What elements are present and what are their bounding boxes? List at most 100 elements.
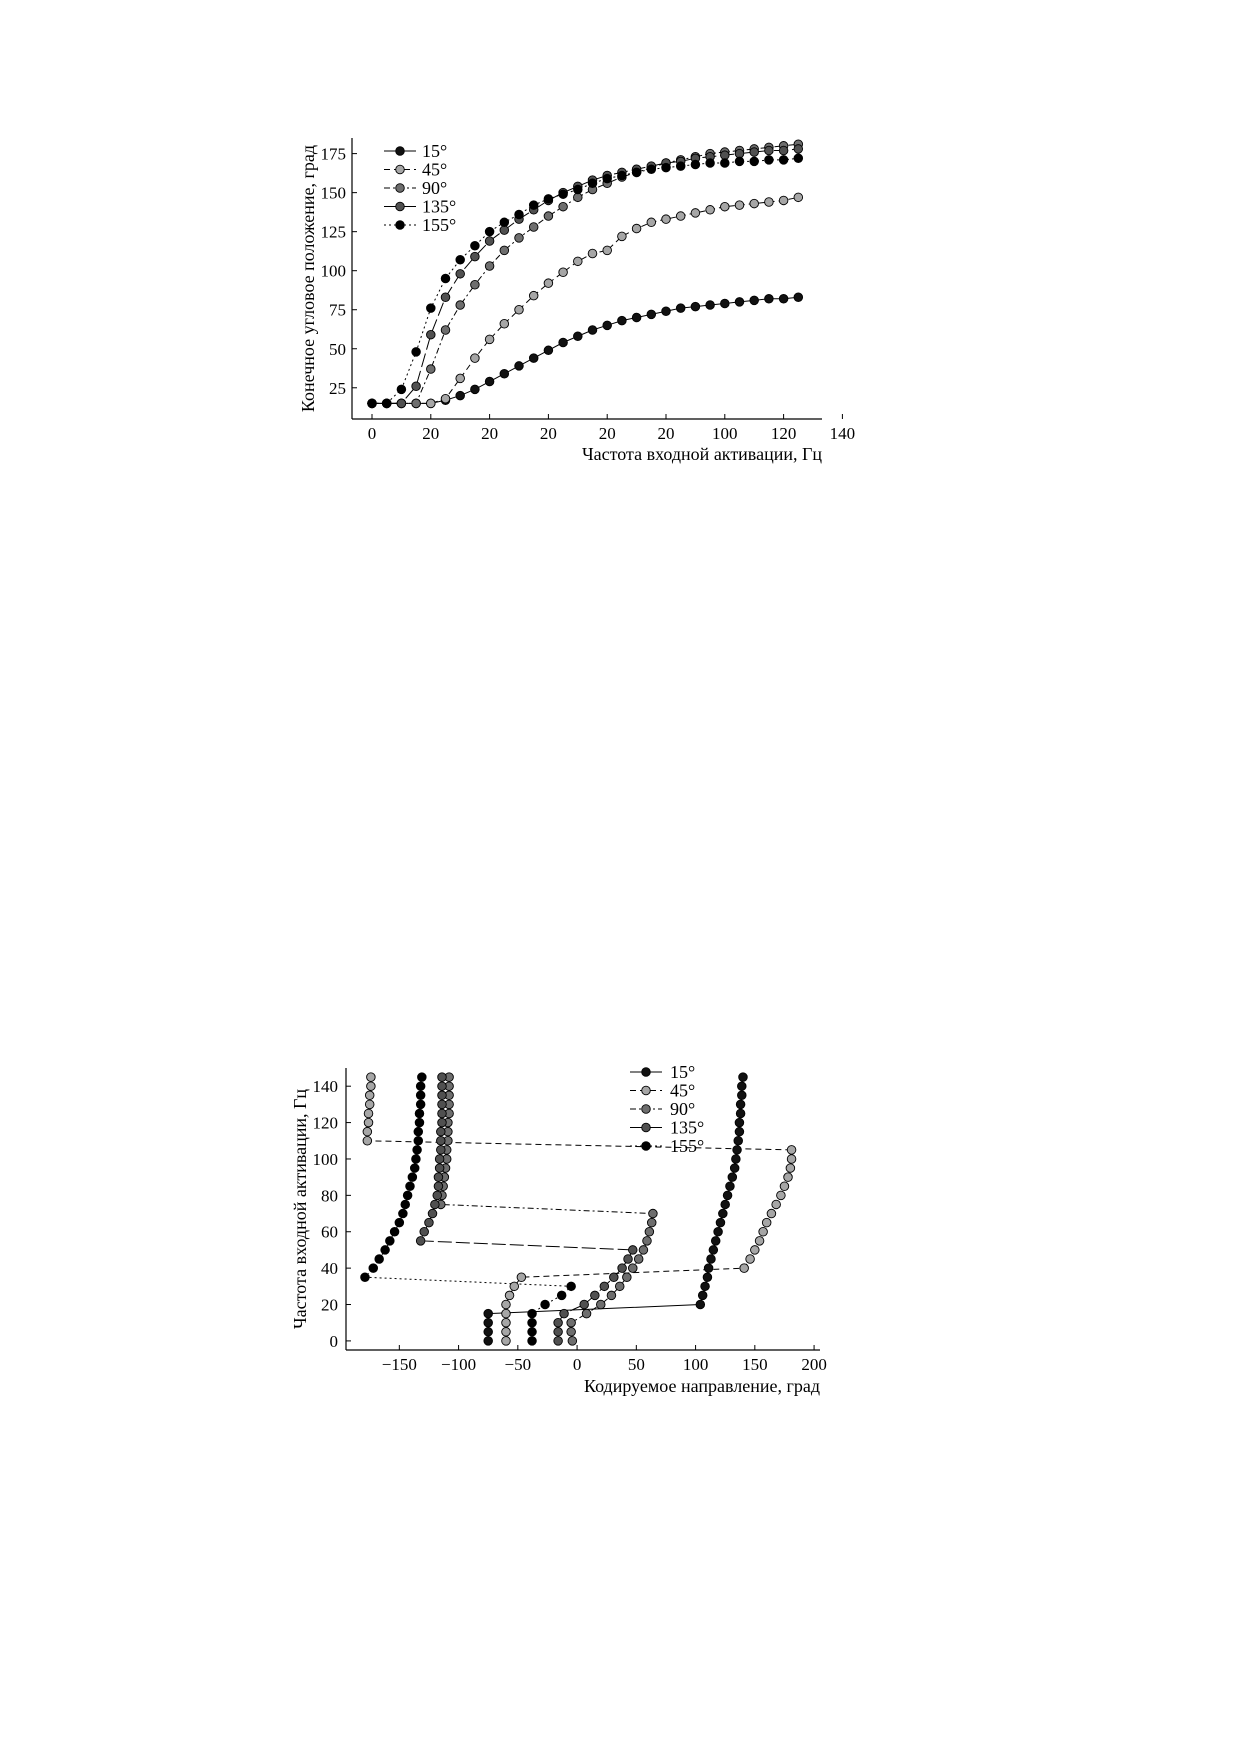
legend-label: 135° [670,1118,704,1138]
data-point [720,150,730,160]
data-point [749,198,759,209]
data-point [614,1281,625,1292]
data-point [514,304,524,315]
data-point [411,381,421,391]
data-point [623,1254,633,1264]
x-tick-label: 0 [573,1355,582,1374]
data-point [543,211,554,221]
data-point [558,189,568,199]
data-point [415,1081,426,1091]
data-point [543,345,554,356]
legend-marker [641,1141,651,1151]
data-point [731,1154,741,1164]
data-point [729,1163,740,1173]
legend: 15°45°90°135°155° [384,141,456,235]
data-point [484,261,495,271]
data-point [360,1272,370,1282]
series-points [367,139,804,409]
data-point [499,319,510,329]
x-tick-label: 20 [658,424,675,443]
data-point [426,398,436,409]
y-tick-label: 0 [330,1332,339,1351]
data-point [695,1299,706,1310]
data-point [432,1190,442,1201]
data-point [785,1163,796,1173]
legend-marker [395,201,405,212]
data-point [516,1272,527,1282]
x-tick-label: 100 [712,424,738,443]
data-point [434,1163,445,1173]
data-point [411,347,421,357]
data-point [437,1090,447,1101]
data-point [419,1226,429,1237]
data-point [501,1336,511,1346]
x-tick-label: −100 [441,1355,476,1374]
data-point [514,361,524,371]
y-tick-label: 80 [321,1186,338,1205]
data-point [734,1126,745,1137]
data-point [499,217,510,228]
data-point [587,248,598,259]
data-point [415,1236,426,1246]
data-point [436,1136,446,1146]
legend-marker [641,1104,651,1114]
data-point [710,1236,721,1246]
data-point [734,200,745,210]
data-point [646,217,657,228]
y-tick-label: 40 [321,1259,338,1278]
data-point [501,1299,511,1310]
data-point [737,1090,747,1101]
data-point [690,159,701,170]
x-axis-label: Кодируемое направление, град [584,1376,820,1396]
series-line-1 [366,1077,793,1341]
data-point [793,153,804,164]
x-tick-label: −150 [382,1355,417,1374]
data-point [749,295,759,306]
data-point [440,325,451,335]
legend-marker [395,164,405,175]
legend-marker [641,1122,651,1133]
data-point [528,353,539,363]
legend-label: 90° [422,178,447,198]
x-axis-label: Частота входной активации, Гц [582,444,822,464]
data-point [587,325,598,335]
data-point [631,167,642,178]
data-point [735,1099,746,1110]
legend-marker [641,1067,651,1077]
data-point [455,373,465,384]
series-line-4 [363,1077,573,1341]
data-point [566,1327,576,1337]
data-point [573,192,583,203]
data-point [437,1117,447,1128]
data-point [700,1281,710,1292]
series-line-0 [372,296,799,404]
data-point [553,1327,563,1337]
data-point [437,1072,447,1082]
data-point [793,192,804,203]
legend-marker [641,1085,651,1096]
data-point [734,1117,745,1128]
data-point [509,1281,520,1292]
data-point [558,337,568,348]
data-point [778,195,789,206]
data-point [398,1208,408,1219]
data-point [455,269,465,279]
data-point [484,226,495,237]
data-point [590,1290,600,1301]
data-point [778,155,789,165]
data-point [455,300,465,310]
data-point [411,1154,421,1164]
data-point [750,1245,760,1255]
data-point [504,1290,515,1301]
legend-label: 45° [670,1081,695,1101]
data-point [501,1317,511,1328]
data-point [362,1136,373,1146]
x-tick-label: 20 [540,424,557,443]
legend-marker [395,183,405,193]
x-tick-label: 140 [830,424,856,443]
data-point [514,209,524,220]
data-point [631,223,642,234]
data-point [366,1072,376,1082]
data-point [644,1226,655,1237]
y-axis-label: Конечное угловое положение, град [298,145,318,412]
